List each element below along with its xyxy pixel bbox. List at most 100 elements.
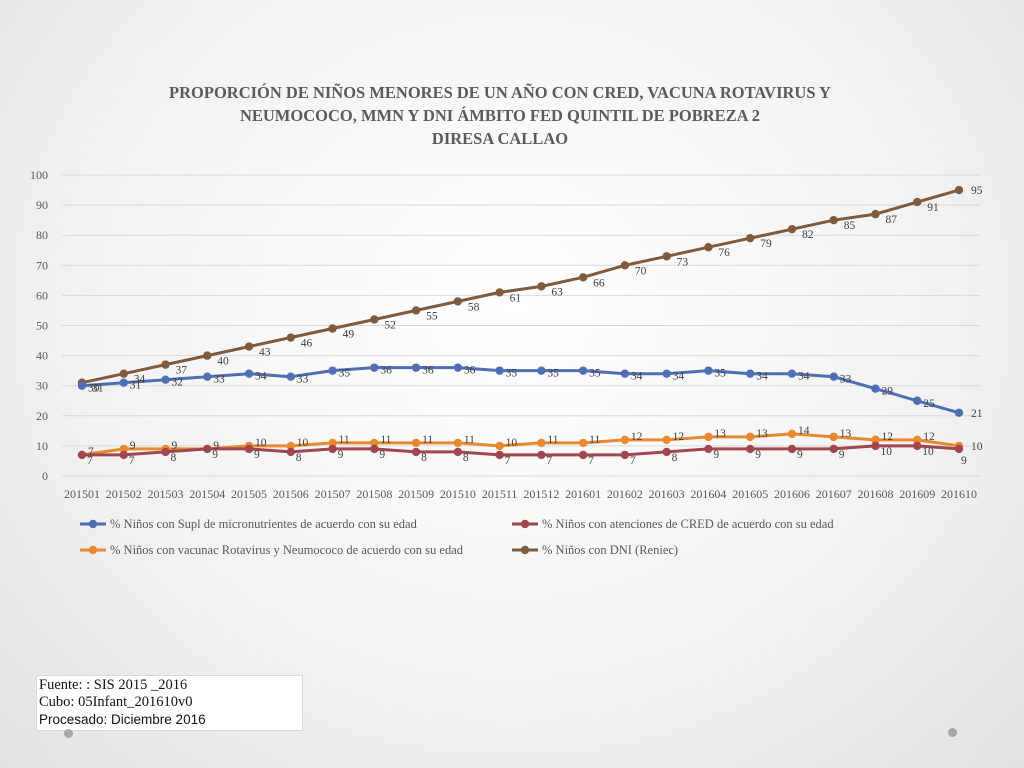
data-point (704, 432, 713, 442)
data-label: 10 (880, 446, 892, 458)
data-point (411, 438, 421, 448)
data-label: 31 (92, 383, 104, 395)
data-point (913, 197, 922, 207)
x-tick-label: 201605 (732, 487, 768, 501)
data-point (244, 444, 254, 454)
data-point (954, 444, 964, 454)
data-point (787, 429, 797, 439)
data-label: 12 (881, 431, 893, 443)
x-tick-label: 201604 (690, 487, 726, 501)
source-line: Fuente: : SIS 2015 _2016 (39, 677, 188, 693)
data-point (578, 438, 588, 448)
legend-label: % Niños con vacunac Rotavirus y Neumococ… (110, 543, 464, 557)
data-point (704, 243, 713, 252)
data-label: 8 (171, 452, 177, 464)
legend-label: % Niños con Supl de micronutrientes de a… (110, 517, 418, 531)
data-point (913, 441, 922, 451)
data-label: 9 (254, 449, 260, 461)
data-label: 34 (756, 371, 768, 383)
source-note: Fuente: : SIS 2015 _2016 Cubo: 05Infant_… (36, 675, 303, 731)
data-label: 61 (510, 292, 522, 304)
data-point (913, 396, 922, 405)
data-point (745, 444, 755, 454)
x-tick-label: 201502 (106, 487, 142, 501)
data-point (286, 372, 296, 381)
x-tick-label: 201504 (189, 487, 225, 501)
data-point (620, 450, 630, 460)
data-point (495, 450, 504, 460)
data-point (453, 297, 463, 306)
data-label: 87 (885, 214, 897, 226)
data-point (537, 282, 546, 291)
data-label: 7 (546, 455, 552, 467)
data-point (620, 261, 630, 270)
data-label: 73 (677, 256, 689, 268)
data-point (119, 444, 128, 454)
data-point (286, 333, 296, 342)
data-label: 33 (297, 374, 309, 386)
data-label: 11 (464, 434, 475, 446)
chart-title-line-2: NEUMOCOCO, MMN Y DNI ÁMBITO FED QUINTIL … (240, 106, 760, 125)
data-point (913, 435, 922, 445)
series-lines (77, 185, 964, 460)
chart-title-line-3: DIRESA CALLAO (432, 129, 568, 148)
x-tick-label: 201501 (64, 487, 100, 501)
y-tick-label: 30 (36, 379, 48, 393)
x-tick-label: 201608 (857, 487, 893, 501)
data-label: 14 (798, 425, 810, 437)
y-tick-label: 50 (36, 319, 48, 333)
data-label: 36 (422, 365, 434, 377)
y-tick-label: 40 (36, 349, 48, 363)
data-point (411, 306, 421, 315)
data-point (328, 366, 337, 375)
data-label: 76 (718, 247, 730, 259)
data-label: 91 (927, 202, 939, 214)
x-tick-label: 201505 (231, 487, 267, 501)
data-label: 9 (961, 455, 967, 467)
data-point (662, 369, 671, 378)
data-label: 11 (422, 434, 433, 446)
cube-line: Cubo: 05Infant_201610v0 (39, 694, 193, 710)
data-label: 55 (426, 310, 438, 322)
data-point (328, 438, 337, 448)
y-axis: 0 10 20 30 40 50 60 70 80 90 100 (30, 168, 48, 483)
data-point (662, 447, 671, 457)
data-point (286, 447, 296, 457)
data-point (871, 441, 880, 451)
data-label: 11 (589, 434, 600, 446)
legend: % Niños con Supl de micronutrientes de a… (80, 517, 834, 557)
legend-marker (88, 545, 98, 555)
data-label: 7 (588, 455, 594, 467)
data-point (161, 360, 170, 369)
data-point (119, 450, 128, 460)
data-point (704, 366, 713, 375)
x-tick-label: 201508 (356, 487, 392, 501)
x-tick-label: 201606 (774, 487, 810, 501)
data-label: 25 (923, 398, 935, 410)
data-point (370, 438, 379, 448)
data-label: 31 (130, 380, 142, 392)
data-label: 34 (673, 371, 685, 383)
data-label: 49 (343, 329, 355, 341)
data-label: 10 (971, 441, 983, 453)
data-label: 35 (339, 368, 351, 380)
gridlines (62, 174, 980, 477)
data-point (161, 447, 170, 457)
data-point (495, 441, 504, 451)
data-point (537, 450, 546, 460)
data-label: 33 (213, 374, 225, 386)
data-point (119, 369, 128, 378)
data-point (829, 372, 838, 381)
data-label: 7 (630, 455, 636, 467)
x-tick-label: 201603 (649, 487, 685, 501)
data-point (411, 363, 421, 372)
data-label: 37 (176, 365, 188, 377)
data-label: 7 (87, 455, 93, 467)
data-label: 33 (840, 374, 852, 386)
data-point (370, 315, 379, 324)
data-point (453, 447, 463, 457)
data-point (495, 288, 504, 297)
data-label: 10 (922, 446, 934, 458)
